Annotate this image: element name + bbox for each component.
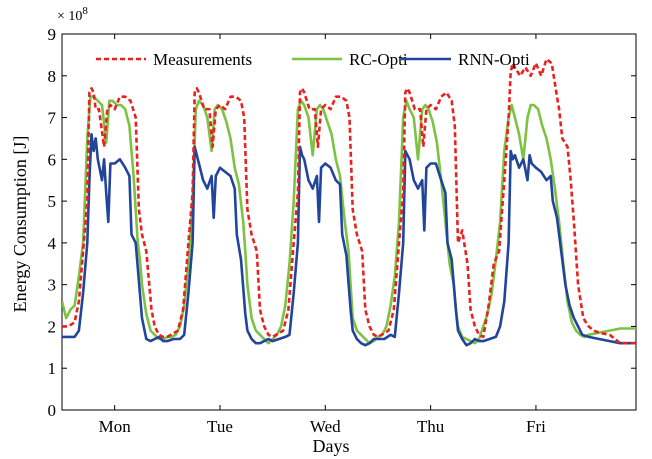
plot-frame — [61, 33, 637, 411]
y-tick-label: 2 — [48, 317, 57, 336]
y-tick-label: 6 — [48, 150, 57, 169]
legend: Measurements RC-Opti RNN-Opti — [96, 50, 530, 69]
legend-label: RNN-Opti — [458, 50, 530, 69]
x-tick-label: Thu — [417, 417, 445, 436]
y-tick-label: 5 — [48, 192, 57, 211]
series-line-rc-opti — [62, 95, 636, 345]
series-line-measurements — [62, 57, 636, 345]
y-tick-label: 7 — [48, 109, 57, 128]
y-axis-multiplier: × 108 — [57, 5, 88, 24]
y-multiplier-base: × 10 — [57, 9, 82, 24]
legend-label: Measurements — [153, 50, 252, 69]
x-tick-label: Fri — [526, 417, 546, 436]
series-line-rnn-opti — [62, 133, 636, 347]
y-multiplier-exponent: 8 — [82, 5, 88, 17]
x-tick-label: Mon — [99, 417, 132, 436]
x-axis: Mon Tue Wed Thu Fri — [99, 34, 546, 436]
legend-label: RC-Opti — [349, 50, 408, 69]
y-tick-label: 0 — [48, 401, 57, 420]
y-axis-label: Energy Consumption [J] — [10, 136, 30, 313]
series-group — [62, 57, 636, 347]
y-axis: 0 1 2 3 4 5 6 7 8 9 — [48, 25, 636, 420]
x-tick-label: Wed — [310, 417, 341, 436]
y-tick-label: 8 — [48, 67, 57, 86]
y-tick-label: 3 — [48, 276, 57, 295]
y-tick-label: 4 — [48, 234, 57, 253]
y-tick-label: 1 — [48, 359, 57, 378]
x-axis-label: Days — [313, 436, 350, 456]
x-tick-label: Tue — [207, 417, 233, 436]
y-tick-label: 9 — [48, 25, 57, 44]
